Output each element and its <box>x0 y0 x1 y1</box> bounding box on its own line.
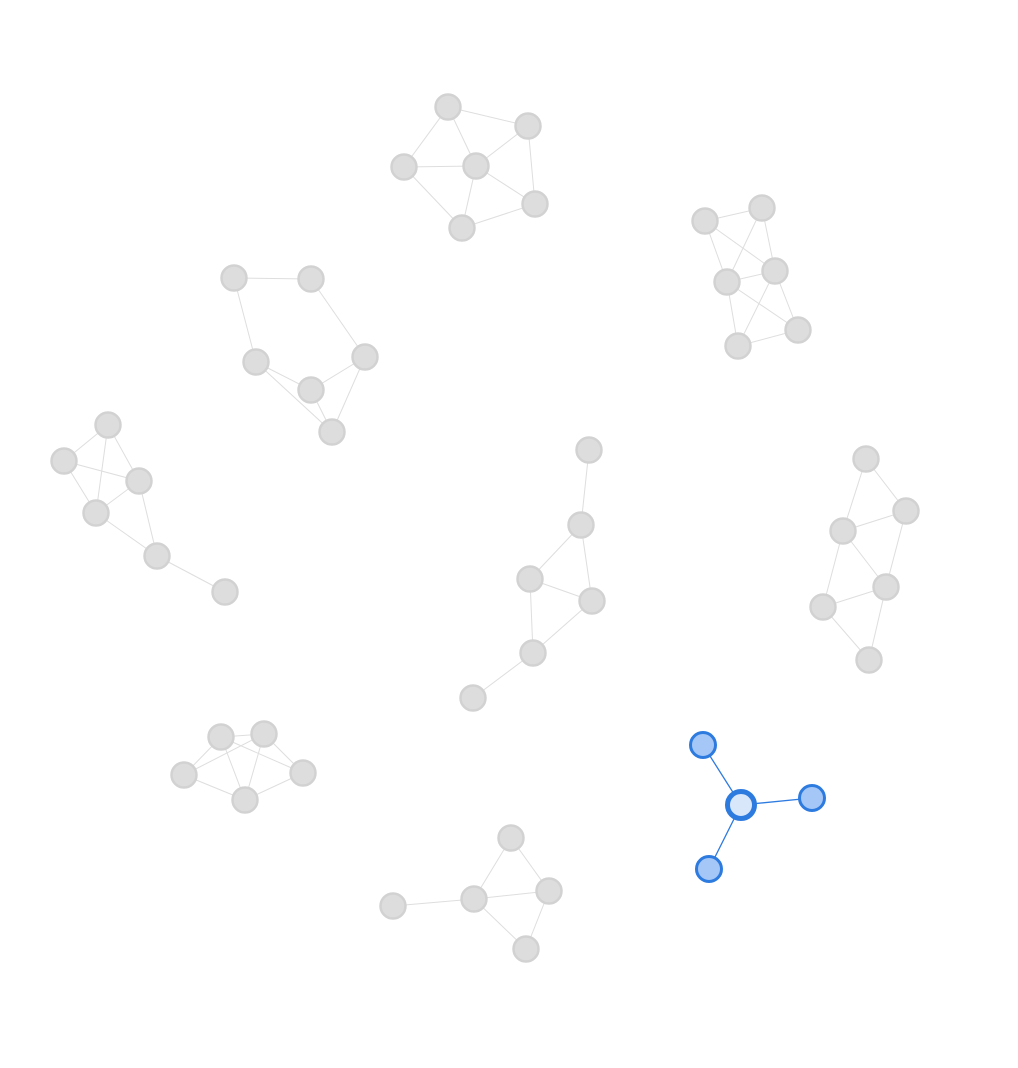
graph-node[interactable] <box>852 445 880 473</box>
graph-edge <box>255 361 333 433</box>
graph-node[interactable] <box>434 93 462 121</box>
graph-node[interactable] <box>211 578 239 606</box>
graph-edges <box>63 106 907 950</box>
graph-node[interactable] <box>379 892 407 920</box>
graph-edge <box>310 278 366 358</box>
graph-node[interactable] <box>351 343 379 371</box>
graph-node[interactable] <box>512 935 540 963</box>
graph-node[interactable] <box>297 376 325 404</box>
graph-node[interactable] <box>575 436 603 464</box>
graph-node[interactable] <box>82 499 110 527</box>
graph-node[interactable] <box>497 824 525 852</box>
graph-node[interactable] <box>460 885 488 913</box>
graph-node[interactable] <box>242 348 270 376</box>
graph-node[interactable] <box>535 877 563 905</box>
graph-edge <box>183 733 265 776</box>
graph-node[interactable] <box>829 517 857 545</box>
graph-node[interactable] <box>220 264 248 292</box>
graph-node[interactable] <box>289 759 317 787</box>
graph-edge <box>704 220 776 272</box>
graph-node[interactable] <box>761 257 789 285</box>
graph-node[interactable] <box>748 194 776 222</box>
graph-edge <box>233 277 257 363</box>
graph-node[interactable] <box>713 268 741 296</box>
graph-edge <box>737 270 776 347</box>
graph-node[interactable] <box>521 190 549 218</box>
graph-node[interactable] <box>516 565 544 593</box>
graph-node[interactable] <box>207 723 235 751</box>
graph-node[interactable] <box>519 639 547 667</box>
graph-edge <box>403 166 463 229</box>
graph-edge <box>95 424 109 514</box>
graph-node[interactable] <box>50 447 78 475</box>
graph-node[interactable] <box>578 587 606 615</box>
graph-edge <box>220 736 304 774</box>
graph-node[interactable] <box>318 418 346 446</box>
graph-node[interactable] <box>724 332 752 360</box>
highlighted-node[interactable] <box>689 731 717 759</box>
graph-node[interactable] <box>809 593 837 621</box>
graph-node[interactable] <box>567 511 595 539</box>
graph-node[interactable] <box>872 573 900 601</box>
graph-nodes <box>50 93 920 963</box>
graph-node[interactable] <box>170 761 198 789</box>
graph-node[interactable] <box>143 542 171 570</box>
selected-node[interactable] <box>725 789 757 821</box>
graph-node[interactable] <box>892 497 920 525</box>
highlighted-node[interactable] <box>798 784 826 812</box>
graph-node[interactable] <box>94 411 122 439</box>
graph-node[interactable] <box>691 207 719 235</box>
graph-node[interactable] <box>462 152 490 180</box>
graph-node[interactable] <box>125 467 153 495</box>
graph-node[interactable] <box>514 112 542 140</box>
highlighted-node[interactable] <box>695 855 723 883</box>
graph-node[interactable] <box>784 316 812 344</box>
graph-node[interactable] <box>459 684 487 712</box>
graph-node[interactable] <box>855 646 883 674</box>
graph-node[interactable] <box>390 153 418 181</box>
graph-node[interactable] <box>231 786 259 814</box>
graph-node[interactable] <box>250 720 278 748</box>
graph-node[interactable] <box>448 214 476 242</box>
graph-node[interactable] <box>297 265 325 293</box>
graph-edge <box>726 281 799 331</box>
